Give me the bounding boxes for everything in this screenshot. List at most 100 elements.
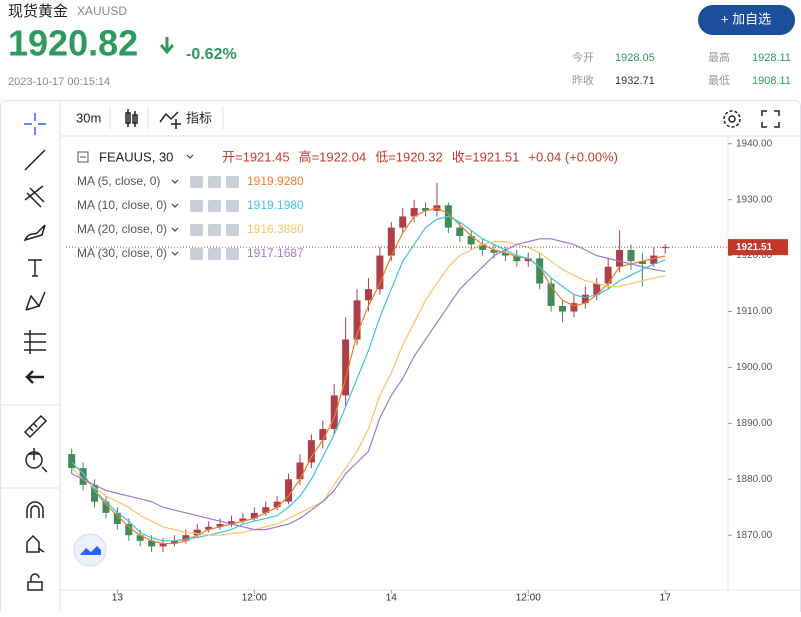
y-tick-label: 1890.00: [736, 418, 773, 429]
candle-body: [262, 507, 270, 513]
text-tool[interactable]: [28, 259, 42, 277]
ma-line: [71, 238, 666, 531]
candle-body: [650, 255, 658, 264]
ma-control[interactable]: [190, 248, 203, 260]
legend: 开=1921.45 高=1922.04 低=1920.32 收=1921.51 +0.0…: [77, 149, 618, 260]
fullscreen-button[interactable]: [761, 110, 780, 128]
stat-value: 1928.05: [615, 52, 655, 64]
interval-button[interactable]: 30m: [76, 110, 101, 125]
stat-label: 最高: [708, 50, 730, 64]
pattern-tool[interactable]: [25, 291, 46, 311]
candle-body: [604, 266, 612, 284]
collapse-legend[interactable]: [77, 151, 89, 163]
add-watchlist-label[interactable]: + 加自选: [721, 11, 771, 26]
ma-name: MA (20, close, 0): [77, 222, 167, 236]
zoom-tool[interactable]: [28, 448, 48, 473]
ma-control[interactable]: [208, 200, 221, 212]
stat-label: 昨收: [572, 73, 594, 87]
candle-body: [479, 244, 487, 250]
candle-body: [125, 524, 133, 536]
fib-tool[interactable]: [24, 185, 45, 208]
candle-body: [68, 454, 76, 469]
candle-body: [296, 462, 304, 480]
candle-body: [581, 294, 589, 304]
last-price-label: 1921.51: [736, 242, 773, 253]
candle-body: [136, 535, 144, 541]
ma-control[interactable]: [226, 248, 239, 260]
candle-body: [399, 216, 407, 228]
legend-chevron: [186, 154, 194, 159]
ruler-tool[interactable]: [23, 414, 48, 439]
candle-body: [376, 255, 384, 290]
zoom-lens: [25, 451, 43, 469]
down-arrow: [159, 37, 175, 55]
x-tick-label: 13: [112, 593, 124, 604]
y-tick-label: 1930.00: [736, 194, 773, 205]
indicators-button[interactable]: 指标: [186, 110, 212, 125]
y-tick-label: 1940.00: [736, 138, 773, 149]
price: 1920.82: [8, 23, 138, 64]
widget-button[interactable]: [73, 533, 107, 567]
candle-body: [638, 261, 646, 264]
ma-control[interactable]: [190, 176, 203, 188]
widget-icon: [80, 546, 101, 555]
indicator-icon[interactable]: [159, 111, 181, 129]
y-tick-label: 1900.00: [736, 362, 773, 373]
candle-body: [364, 289, 372, 301]
measure-tool[interactable]: [24, 330, 46, 354]
ma-value: 1917.1687: [247, 246, 304, 260]
candle-body: [536, 258, 544, 284]
settings-button[interactable]: [723, 110, 741, 128]
candle-body: [513, 255, 521, 262]
candle-body: [524, 258, 532, 262]
candle-body: [319, 428, 327, 441]
magnet-tool[interactable]: [26, 501, 44, 518]
ma-line: [71, 241, 666, 536]
lock-tool[interactable]: [27, 573, 43, 591]
stat-value: 1908.11: [752, 75, 791, 87]
ma-control[interactable]: [226, 224, 239, 236]
back-tool[interactable]: [25, 370, 44, 384]
ma-line: [71, 207, 666, 545]
chart-style-button[interactable]: [125, 109, 138, 127]
candle-body: [170, 540, 178, 544]
symbol-label: FEAUUS, 30: [99, 149, 173, 164]
x-tick-label: 12:00: [242, 593, 267, 604]
ma-control[interactable]: [208, 224, 221, 236]
ohlc-value: 高=1922.04: [299, 149, 367, 164]
line-tool[interactable]: [24, 149, 46, 171]
candle-body: [387, 227, 395, 256]
ma-value: 1919.9280: [247, 174, 304, 188]
last-price-box: [728, 239, 788, 256]
x-tick-label: 12:00: [516, 593, 541, 604]
candle-body: [467, 236, 475, 245]
asset-symbol: XAUUSD: [77, 4, 127, 18]
candle-body: [79, 468, 87, 485]
ma-control[interactable]: [226, 200, 239, 212]
candle-body: [330, 395, 338, 429]
add-watchlist-button[interactable]: [698, 5, 795, 35]
candle-body: [616, 249, 624, 267]
candle-body: [273, 501, 281, 508]
ohlc-value: +0.04 (+0.00%): [528, 149, 618, 164]
lock-draw-tool[interactable]: [26, 534, 45, 553]
candle-body: [113, 512, 121, 525]
ma-control[interactable]: [226, 176, 239, 188]
brush-tool[interactable]: [23, 224, 46, 242]
candle-body: [456, 227, 464, 237]
candle-body: [148, 540, 156, 547]
y-tick-label: 1920.00: [736, 250, 773, 261]
ma-control[interactable]: [208, 248, 221, 260]
candle-body: [102, 501, 110, 513]
crosshair-tool[interactable]: [24, 113, 46, 135]
ma-control[interactable]: [190, 200, 203, 212]
ma-chevron: [171, 251, 179, 256]
ma-control[interactable]: [208, 176, 221, 188]
candle-body: [593, 283, 601, 295]
candle-body: [342, 339, 350, 396]
candle-body: [193, 529, 201, 536]
ma-chevron: [171, 227, 179, 232]
ma-control[interactable]: [190, 224, 203, 236]
y-tick-label: 1870.00: [736, 530, 773, 541]
